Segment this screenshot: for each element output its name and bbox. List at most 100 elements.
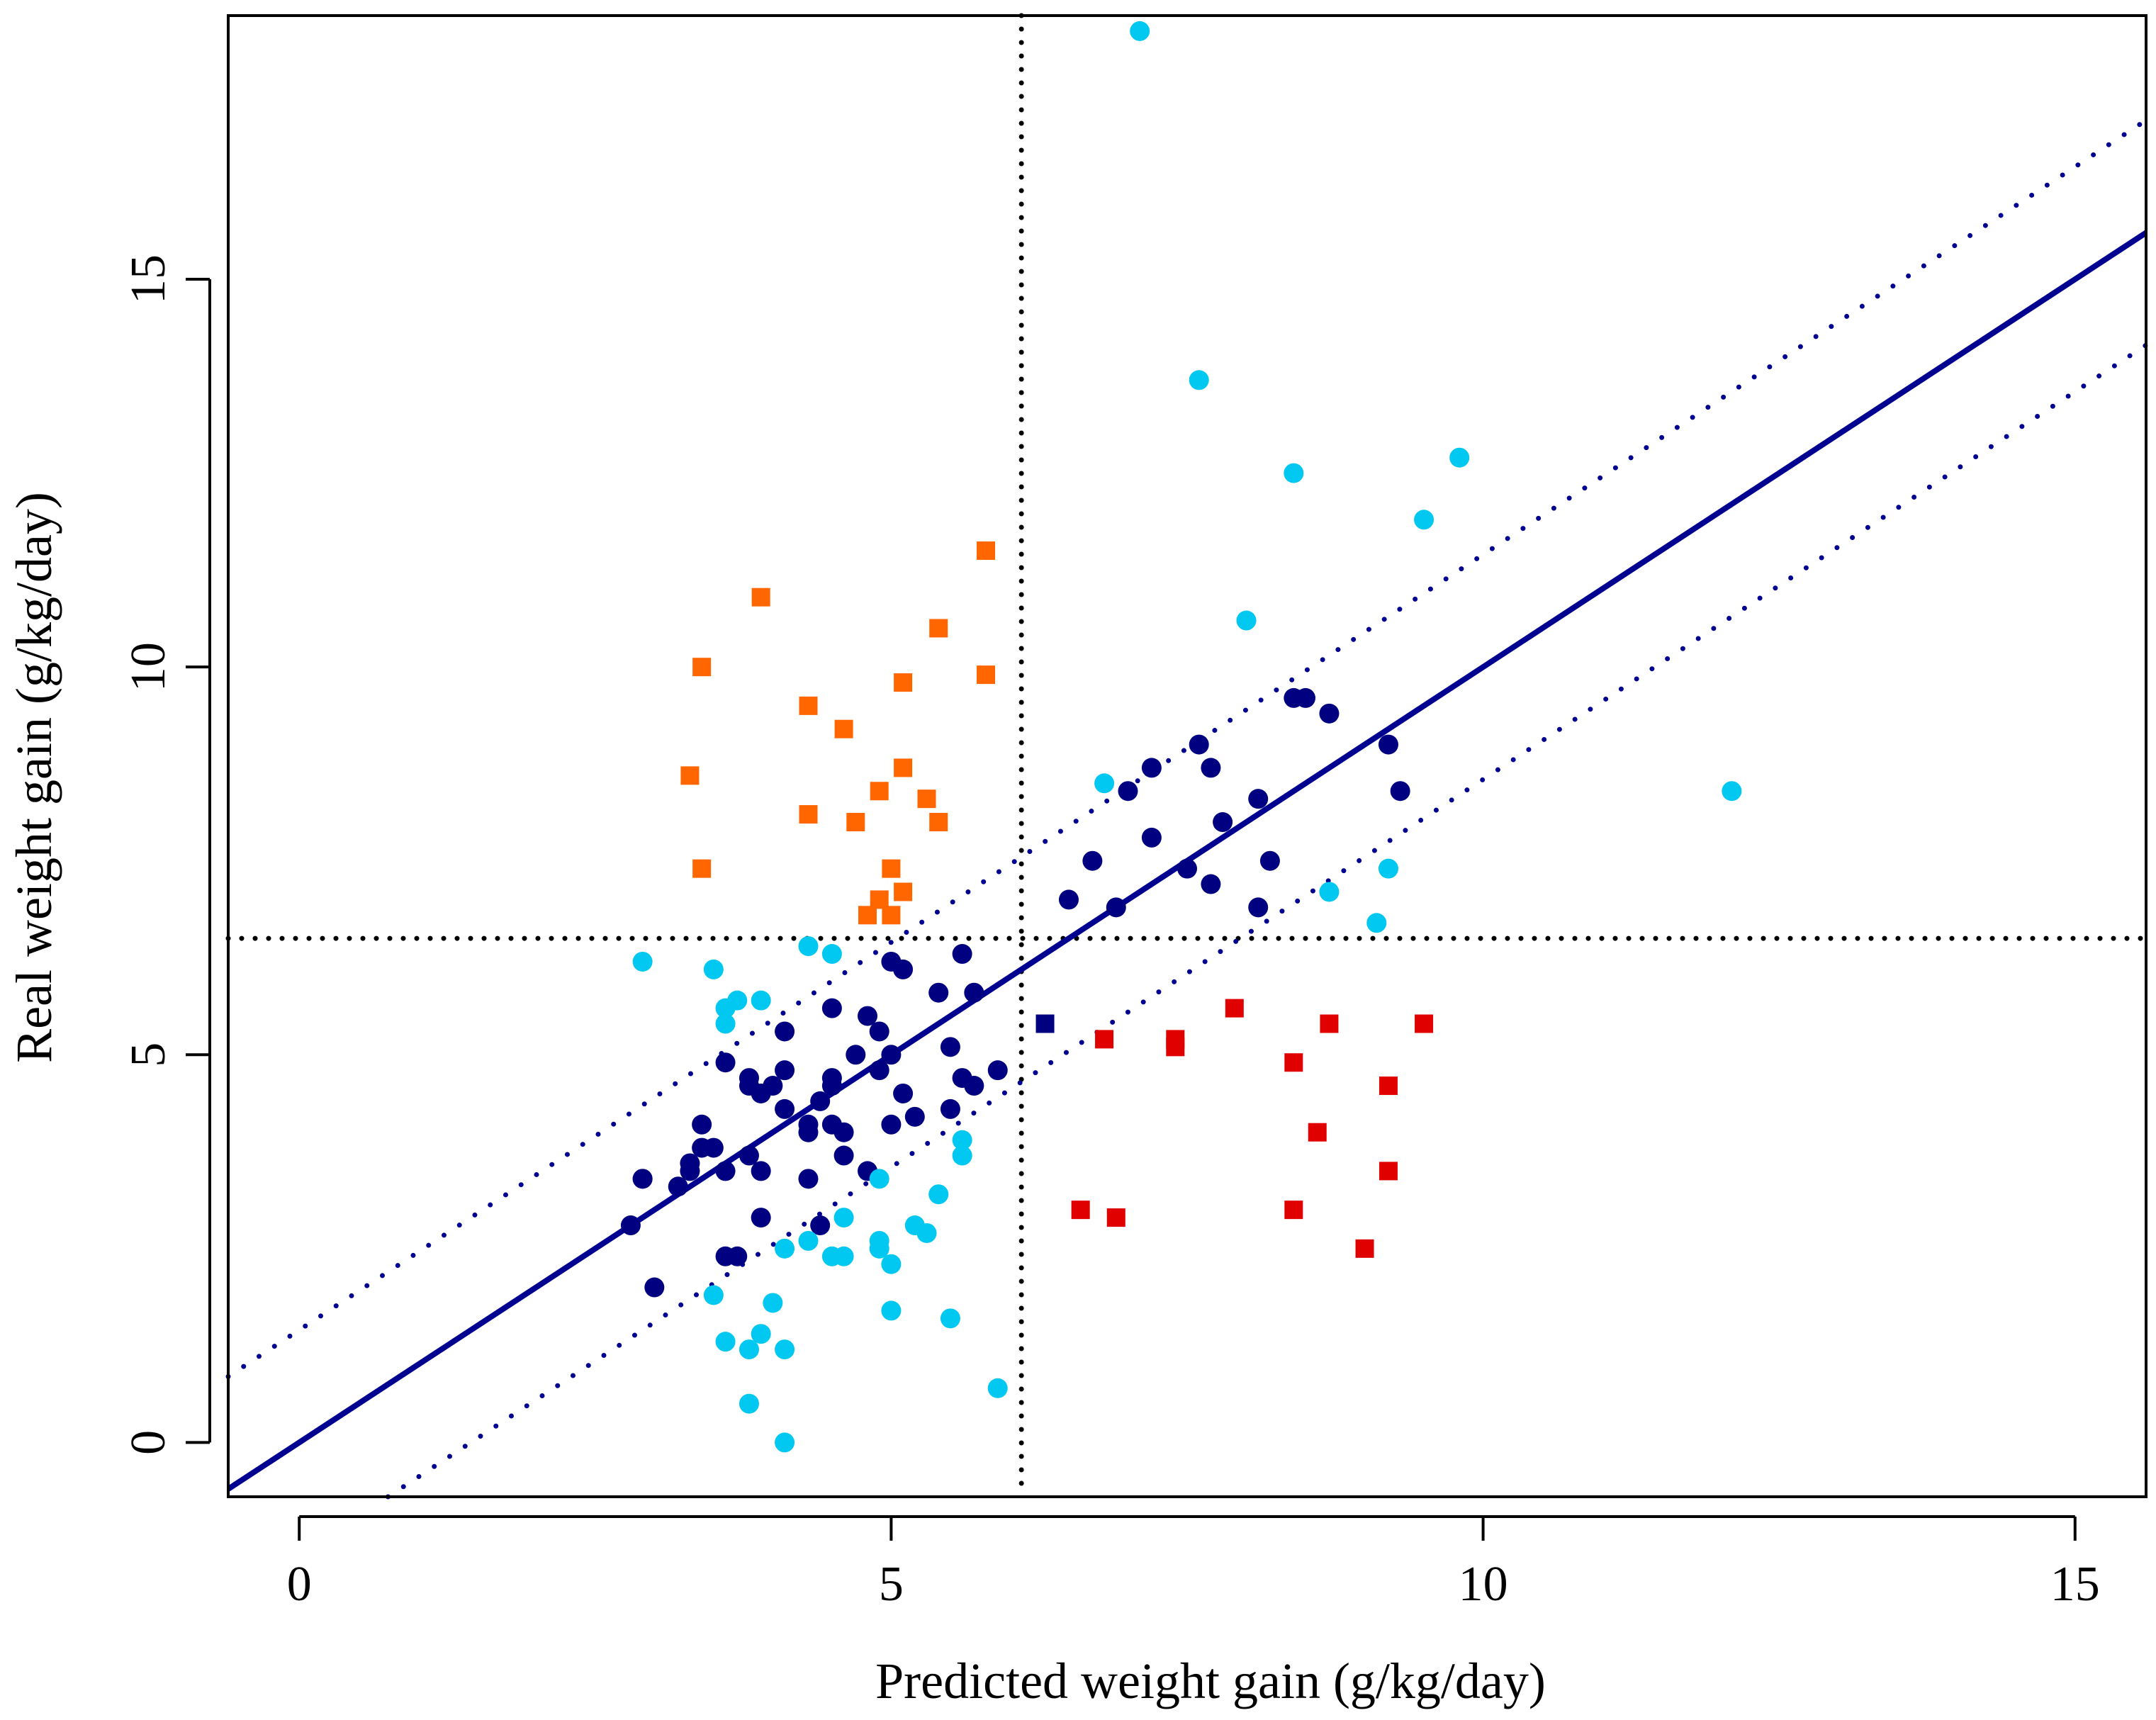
- red-square-point: [1106, 1208, 1125, 1227]
- navy-circle-point: [739, 1068, 759, 1089]
- y-axis-title: Real weight gain (g/kg/day): [6, 492, 62, 1063]
- y-tick-label: 15: [121, 254, 176, 304]
- cyan-circle-point: [869, 1230, 889, 1251]
- x-tick-label: 0: [287, 1557, 312, 1612]
- navy-circle-point: [1141, 827, 1162, 848]
- cyan-circle-point: [928, 1184, 949, 1205]
- cyan-circle-point: [881, 1254, 902, 1274]
- navy-circle-point: [964, 982, 984, 1003]
- red-square-point: [1071, 1201, 1090, 1220]
- cyan-circle-point: [833, 1246, 854, 1266]
- navy-circle-point: [668, 1176, 688, 1197]
- navy-circle-point: [1141, 758, 1162, 778]
- cyan-circle-point: [987, 1378, 1008, 1398]
- navy-circle-point: [1213, 812, 1233, 833]
- cyan-circle-point: [1319, 882, 1340, 902]
- orange-square-point: [751, 588, 770, 607]
- orange-square-point: [882, 906, 901, 925]
- orange-square-point: [882, 859, 901, 878]
- cyan-circle-point: [1449, 447, 1470, 468]
- navy-circle-point: [1201, 758, 1221, 778]
- cyan-circle-point: [952, 1145, 972, 1166]
- cyan-circle-point: [1414, 510, 1434, 530]
- navy-circle-point: [869, 1021, 889, 1042]
- x-axis: 0 5 10 15: [287, 1515, 2100, 1612]
- cyan-circle-point: [1130, 21, 1150, 41]
- red-square-point: [1095, 1030, 1114, 1049]
- orange-square-point: [692, 859, 712, 878]
- navy-circle-point: [904, 1106, 925, 1127]
- navy-circle-point: [1319, 703, 1340, 724]
- navy-circle-point: [987, 1060, 1008, 1081]
- navy-circle-point: [1118, 781, 1138, 802]
- navy-circle-point: [1378, 734, 1398, 755]
- red-square-point: [1166, 1038, 1185, 1057]
- navy-circle-point: [775, 1098, 795, 1119]
- navy-circle-point: [833, 1122, 854, 1142]
- cyan-circle-point: [821, 944, 842, 965]
- cyan-circle-point: [916, 1222, 937, 1243]
- cyan-circle-point: [1189, 370, 1209, 390]
- orange-square-point: [870, 890, 889, 909]
- navy-circle-point: [928, 982, 949, 1003]
- cyan-circle-point: [940, 1308, 960, 1329]
- cyan-circle-point: [798, 936, 819, 957]
- navy-circle-point: [964, 1076, 984, 1096]
- cyan-circle-point: [727, 990, 748, 1011]
- red-square-point: [1284, 1053, 1303, 1072]
- navy-circle-point: [940, 1037, 960, 1057]
- cyan-circle-point: [775, 1432, 795, 1453]
- data-points: [620, 21, 1742, 1453]
- orange-square-point: [894, 673, 913, 692]
- y-tick-label: 5: [121, 1042, 176, 1067]
- orange-square-point: [977, 665, 996, 685]
- navy-circle-point: [1390, 781, 1410, 802]
- navy-circle-point: [821, 1076, 842, 1096]
- red-square-point: [1284, 1201, 1303, 1220]
- cyan-circle-point: [703, 959, 724, 979]
- orange-square-point: [858, 906, 877, 925]
- navy-square-point: [1035, 1014, 1055, 1033]
- cyan-circle-point: [881, 1300, 902, 1321]
- navy-circle-point: [1189, 734, 1209, 755]
- navy-circle-point: [1106, 897, 1126, 918]
- navy-circle-point: [632, 1169, 653, 1189]
- cyan-circle-point: [739, 1339, 759, 1360]
- cyan-circle-point: [775, 1238, 795, 1259]
- orange-square-point: [894, 882, 913, 901]
- navy-circle-point: [952, 944, 972, 965]
- y-axis: 0 5 10 15: [121, 254, 211, 1455]
- orange-square-point: [834, 719, 853, 738]
- navy-circle-point: [715, 1052, 736, 1073]
- navy-circle-point: [1248, 897, 1269, 918]
- navy-circle-point: [1177, 858, 1197, 879]
- navy-circle-point: [1248, 789, 1269, 809]
- red-square-point: [1379, 1162, 1398, 1181]
- cyan-circle-point: [1378, 858, 1398, 879]
- cyan-circle-point: [1722, 781, 1742, 802]
- x-tick-label: 10: [1459, 1557, 1508, 1612]
- orange-square-point: [870, 782, 889, 801]
- cyan-circle-point: [632, 951, 653, 972]
- navy-circle-point: [846, 1045, 866, 1065]
- navy-circle-point: [798, 1122, 819, 1142]
- navy-circle-point: [1082, 850, 1103, 871]
- lower-band-line: [386, 342, 2149, 1500]
- navy-circle-point: [940, 1098, 960, 1119]
- orange-square-point: [929, 619, 948, 638]
- x-tick-label: 5: [879, 1557, 904, 1612]
- navy-circle-point: [692, 1114, 712, 1135]
- orange-square-point: [894, 758, 913, 777]
- y-tick-label: 10: [121, 642, 176, 692]
- navy-circle-point: [620, 1215, 641, 1236]
- orange-square-point: [846, 813, 865, 832]
- cyan-circle-point: [751, 1324, 771, 1344]
- navy-circle-point: [810, 1091, 831, 1111]
- red-square-point: [1320, 1014, 1339, 1033]
- navy-circle-point: [644, 1277, 665, 1298]
- cyan-circle-point: [715, 1332, 736, 1352]
- navy-circle-point: [775, 1060, 795, 1081]
